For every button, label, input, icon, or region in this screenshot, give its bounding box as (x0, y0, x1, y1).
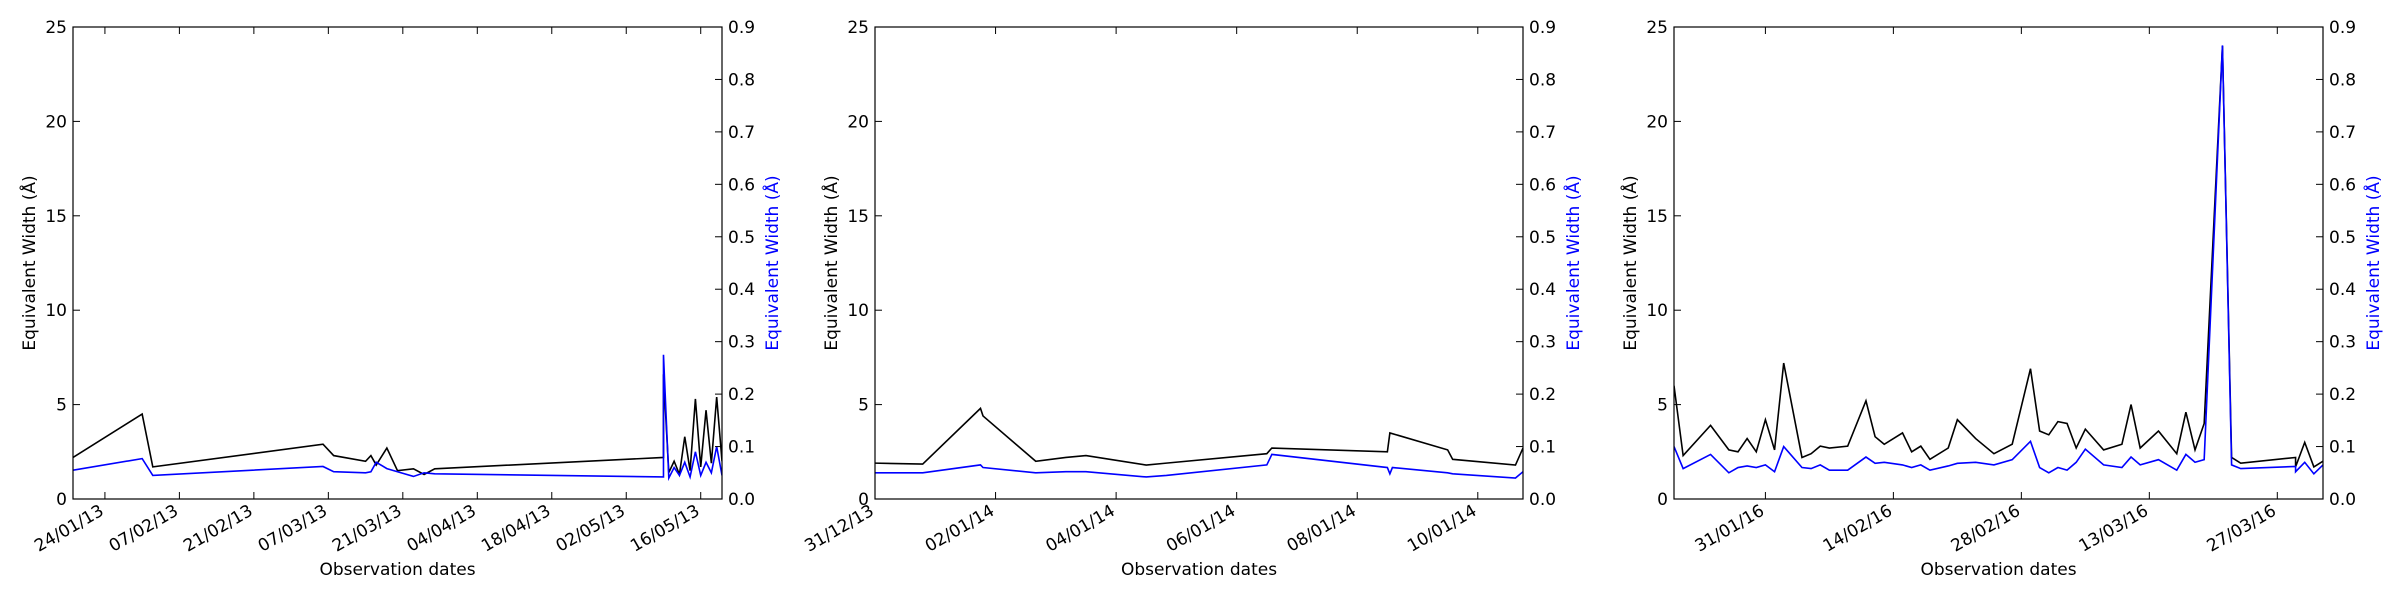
x-tick-label: 28/02/16 (1948, 501, 2024, 557)
left-y-tick-label: 15 (45, 207, 67, 227)
series-line-left-axis (875, 406, 1523, 466)
right-y-tick-label: 0.4 (1529, 280, 1556, 300)
left-y-tick-label: 25 (1646, 18, 1668, 38)
left-y-tick-label: 5 (56, 396, 67, 416)
left-y-tick-label: 5 (858, 396, 869, 416)
right-y-tick-label: 0.5 (1529, 228, 1556, 248)
series-line-right-axis (1674, 45, 2323, 476)
right-y-tick-label: 0.7 (2329, 123, 2356, 143)
x-tick-label: 31/01/16 (1692, 501, 1768, 557)
series-line-right-axis (73, 354, 722, 482)
left-y-tick-label: 0 (1657, 490, 1668, 510)
x-tick-label: 18/04/13 (478, 501, 554, 557)
right-y-tick-label: 0.0 (728, 490, 755, 510)
chart-panel-2: 0 5 10 15 20 25 0.0 0.1 0.2 0.3 0.4 0.5 0.6 0.7 0.8 0.9… (801, 18, 1584, 580)
x-tick-label: 31/12/13 (801, 501, 877, 557)
x-tick-label: 07/03/13 (255, 501, 331, 557)
left-y-tick-label: 5 (1657, 396, 1668, 416)
right-y-tick-label: 0.1 (1529, 438, 1556, 458)
right-y-tick-label: 0.3 (2329, 333, 2356, 353)
right-y-tick-label: 0.6 (2329, 175, 2356, 195)
right-y-tick-label: 0.2 (1529, 385, 1556, 405)
left-y-tick-label: 10 (1646, 301, 1668, 321)
left-y-tick-label: 20 (45, 112, 67, 132)
series-line-right-axis (875, 453, 1523, 479)
right-y-tick-label: 0.0 (1529, 490, 1556, 510)
right-y-tick-label: 0.8 (1529, 70, 1556, 90)
left-y-tick-label: 15 (847, 207, 869, 227)
right-y-tick-label: 0.7 (1529, 123, 1556, 143)
chart-panel-3: 0 5 10 15 20 25 0.0 0.1 0.2 0.3 0.4 0.5 0.6 0.7 0.8 0.9… (1619, 18, 2384, 580)
left-y-tick-label: 25 (847, 18, 869, 38)
right-y-tick-label: 0.3 (1529, 333, 1556, 353)
right-y-tick-label: 0.0 (2329, 490, 2356, 510)
x-tick-label: 04/01/14 (1042, 501, 1118, 557)
right-y-axis-label: Equivalent Width (Å) (1562, 175, 1584, 350)
left-y-axis-label: Equivalent Width (Å) (18, 175, 40, 350)
right-y-tick-label: 0.8 (728, 70, 755, 90)
x-tick-label: 07/02/13 (106, 501, 182, 557)
left-y-tick-label: 10 (45, 301, 67, 321)
left-y-tick-label: 0 (858, 490, 869, 510)
x-tick-label: 04/04/13 (404, 501, 480, 557)
left-y-tick-label: 0 (56, 490, 67, 510)
right-y-tick-label: 0.8 (2329, 70, 2356, 90)
x-axis-label: Observation dates (319, 560, 475, 580)
left-y-axis-label: Equivalent Width (Å) (1619, 175, 1641, 350)
right-y-tick-label: 0.9 (728, 18, 755, 38)
x-axis-label: Observation dates (1121, 560, 1277, 580)
x-tick-label: 16/05/13 (627, 501, 703, 557)
right-y-tick-label: 0.3 (728, 333, 755, 353)
x-tick-label: 27/03/16 (2204, 501, 2280, 557)
left-y-axis-label: Equivalent Width (Å) (820, 175, 842, 350)
right-y-tick-label: 0.6 (1529, 175, 1556, 195)
right-y-tick-label: 0.1 (2329, 438, 2356, 458)
plot-frame (874, 26, 1524, 500)
x-tick-label: 08/01/14 (1284, 501, 1360, 557)
x-tick-label: 14/02/16 (1820, 501, 1896, 557)
right-y-tick-label: 0.7 (728, 123, 755, 143)
right-y-tick-label: 0.5 (2329, 228, 2356, 248)
right-y-tick-label: 0.5 (728, 228, 755, 248)
right-y-axis-label: Equivalent Width (Å) (761, 175, 783, 350)
x-tick-label: 24/01/13 (31, 501, 107, 557)
right-y-tick-label: 0.4 (2329, 280, 2356, 300)
x-tick-label: 10/01/14 (1404, 501, 1480, 557)
right-y-tick-label: 0.2 (2329, 385, 2356, 405)
series-line-left-axis (73, 374, 722, 478)
x-tick-label: 02/05/13 (553, 501, 629, 557)
left-y-tick-label: 15 (1646, 207, 1668, 227)
left-y-tick-label: 10 (847, 301, 869, 321)
right-y-tick-label: 0.1 (728, 438, 755, 458)
chart-panel-1: 0 5 10 15 20 25 0.0 0.1 0.2 0.3 0.4 0.5 0.6 0.7 0.8 0.9… (18, 18, 783, 580)
x-axis-label: Observation dates (1920, 560, 2076, 580)
x-tick-label: 13/03/16 (2076, 501, 2152, 557)
left-y-tick-label: 20 (1646, 112, 1668, 132)
left-y-tick-label: 25 (45, 18, 67, 38)
x-tick-label: 21/03/13 (329, 501, 405, 557)
right-y-tick-label: 0.4 (728, 280, 755, 300)
x-tick-label: 21/02/13 (180, 501, 256, 557)
plot-frame (1673, 26, 2324, 500)
right-y-tick-label: 0.9 (1529, 18, 1556, 38)
right-y-tick-label: 0.6 (728, 175, 755, 195)
plot-frame (72, 26, 723, 500)
x-tick-label: 06/01/14 (1163, 501, 1239, 557)
right-y-axis-label: Equivalent Width (Å) (2362, 175, 2384, 350)
series-line-left-axis (1674, 45, 2323, 469)
right-y-tick-label: 0.2 (728, 385, 755, 405)
left-y-tick-label: 20 (847, 112, 869, 132)
right-y-tick-label: 0.9 (2329, 18, 2356, 38)
x-tick-label: 02/01/14 (922, 501, 998, 557)
